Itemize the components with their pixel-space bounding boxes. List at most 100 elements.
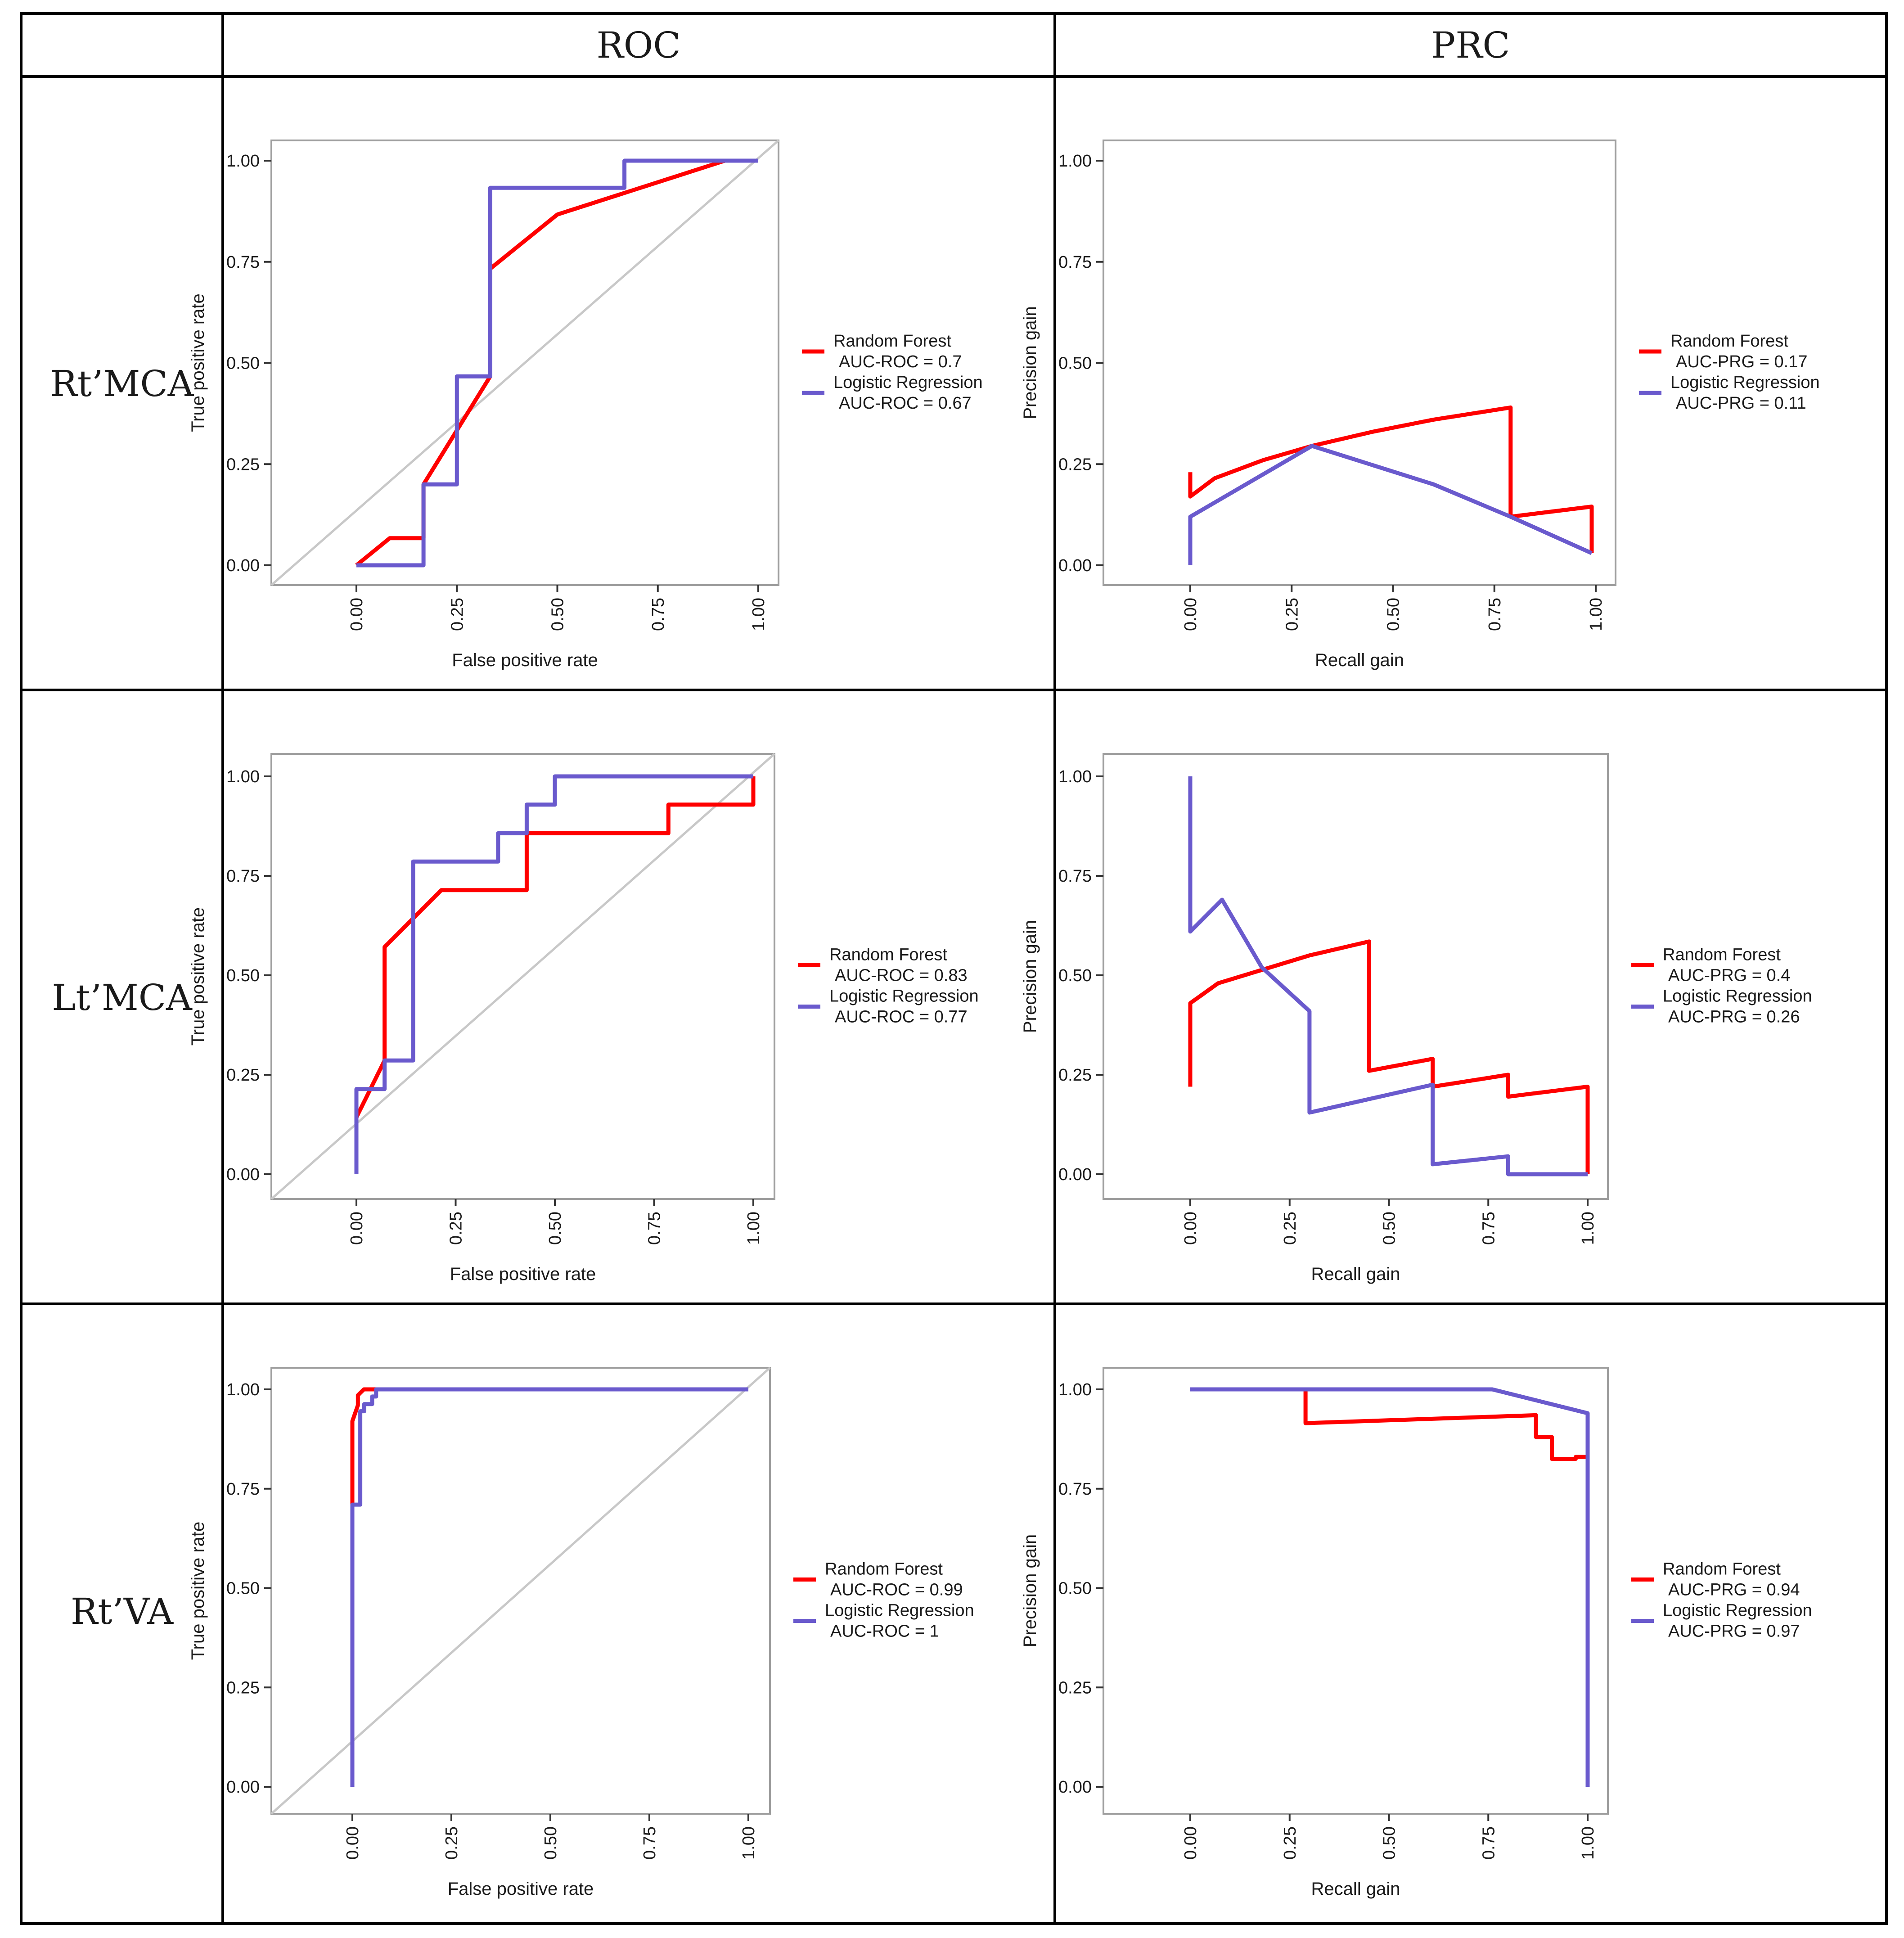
- y-tick-label: 0.00: [1058, 556, 1092, 575]
- x-axis-title: Recall gain: [1311, 1264, 1400, 1284]
- series-line-random-forest: [1188, 939, 1590, 1174]
- legend-auc-logistic-regression: AUC-ROC = 1: [830, 1622, 939, 1641]
- x-axis-title: Recall gain: [1315, 650, 1404, 670]
- y-axis-title: True positive rate: [188, 1522, 208, 1660]
- x-tick-label: 0.75: [1485, 598, 1504, 631]
- y-tick-label: 0.75: [226, 1480, 260, 1499]
- series-line-random-forest: [350, 1387, 748, 1506]
- x-tick-label: 0.00: [347, 1212, 366, 1245]
- y-tick-label: 0.00: [226, 1778, 260, 1797]
- y-tick-label: 0.50: [226, 1579, 260, 1598]
- x-tick-label: 0.25: [1281, 1826, 1300, 1860]
- x-tick-label: 0.75: [1479, 1212, 1498, 1245]
- y-tick-label: 1.00: [226, 767, 260, 786]
- y-axis-title: True positive rate: [188, 907, 208, 1046]
- x-tick-label: 1.00: [1587, 598, 1606, 631]
- header-roc: ROC: [596, 24, 680, 66]
- y-tick-label: 1.00: [226, 1380, 260, 1399]
- series-line-logistic-regression: [1190, 1387, 1590, 1787]
- legend-label-random-forest: Random Forest: [829, 946, 947, 964]
- y-axis-title: Precision gain: [1020, 920, 1040, 1033]
- row-label-rt-mca: Rt’MCA: [50, 363, 194, 405]
- y-tick-label: 0.00: [226, 1165, 260, 1184]
- legend-label-random-forest: Random Forest: [1663, 946, 1781, 964]
- x-tick-label: 0.00: [347, 598, 366, 631]
- legend-label-logistic-regression: Logistic Regression: [833, 373, 983, 392]
- y-tick-label: 0.25: [1058, 1678, 1092, 1697]
- y-tick-label: 0.25: [226, 455, 260, 474]
- legend-auc-logistic-regression: AUC-PRG = 0.11: [1676, 394, 1806, 413]
- legend-label-logistic-regression: Logistic Regression: [829, 987, 979, 1006]
- x-tick-label: 0.50: [541, 1826, 560, 1860]
- y-axis-title: Precision gain: [1020, 1534, 1040, 1647]
- y-tick-label: 0.75: [226, 867, 260, 886]
- x-tick-label: 1.00: [744, 1212, 763, 1245]
- series-line-logistic-regression: [354, 774, 753, 1174]
- legend-label-random-forest: Random Forest: [1670, 332, 1788, 351]
- y-tick-label: 0.50: [226, 354, 260, 373]
- table-outline: [20, 12, 1888, 1925]
- x-tick-label: 0.00: [1181, 1826, 1200, 1860]
- legend-label-logistic-regression: Logistic Regression: [825, 1601, 974, 1620]
- legend-auc-random-forest: AUC-ROC = 0.99: [830, 1581, 963, 1600]
- x-tick-label: 1.00: [1579, 1826, 1598, 1860]
- series-line-logistic-regression: [1188, 444, 1593, 565]
- x-tick-label: 1.00: [749, 598, 768, 631]
- legend-auc-logistic-regression: AUC-PRG = 0.97: [1668, 1622, 1800, 1641]
- legend-label-random-forest: Random Forest: [825, 1560, 943, 1579]
- y-tick-label: 0.00: [226, 556, 260, 575]
- legend-auc-random-forest: AUC-ROC = 0.7: [839, 352, 962, 371]
- chart-roc-rt-mca: 0.00 0.25 0.50 0.75 1.00 0.00 0.25 0.50 0.75 1.00…: [188, 140, 983, 670]
- diagonal-reference-line: [270, 140, 779, 586]
- y-axis-title: Precision gain: [1020, 306, 1040, 419]
- plot-frame: [1103, 753, 1609, 1200]
- y-tick-label: 0.00: [1058, 1778, 1092, 1797]
- x-tick-label: 0.00: [1181, 598, 1200, 631]
- series-line-logistic-regression: [1188, 776, 1588, 1176]
- y-tick-label: 0.50: [1058, 966, 1092, 985]
- legend-label-logistic-regression: Logistic Regression: [1670, 373, 1820, 392]
- legend-auc-logistic-regression: AUC-ROC = 0.67: [839, 394, 972, 413]
- x-tick-label: 0.75: [1479, 1826, 1498, 1860]
- chart-roc-lt-mca: 0.00 0.25 0.50 0.75 1.00 0.00 0.25 0.50 0.75 1.00…: [188, 753, 979, 1284]
- legend-label-random-forest: Random Forest: [1663, 1560, 1781, 1579]
- series-line-logistic-regression: [356, 158, 758, 568]
- plot-frame: [1103, 140, 1616, 586]
- y-tick-label: 0.25: [1058, 1066, 1092, 1085]
- header-prc: PRC: [1431, 24, 1510, 66]
- x-tick-label: 0.00: [343, 1826, 362, 1860]
- x-tick-label: 0.25: [1283, 598, 1301, 631]
- legend-auc-random-forest: AUC-PRG = 0.94: [1668, 1581, 1800, 1600]
- legend-auc-logistic-regression: AUC-PRG = 0.26: [1668, 1008, 1800, 1027]
- chart-prc-rt-mca: 0.00 0.25 0.50 0.75 1.00 0.00 0.25 0.50 0.75 1.00…: [1020, 140, 1820, 670]
- x-tick-label: 0.00: [1181, 1212, 1200, 1245]
- y-tick-label: 0.50: [1058, 354, 1092, 373]
- y-tick-label: 1.00: [1058, 767, 1092, 786]
- y-axis-title: True positive rate: [188, 293, 208, 432]
- x-tick-label: 0.50: [1380, 1212, 1399, 1245]
- series-line-random-forest: [354, 776, 756, 1118]
- y-tick-label: 0.00: [1058, 1165, 1092, 1184]
- legend-label-logistic-regression: Logistic Regression: [1663, 1601, 1812, 1620]
- y-tick-label: 0.75: [1058, 867, 1092, 886]
- y-tick-label: 1.00: [1058, 152, 1092, 171]
- y-tick-label: 0.25: [226, 1678, 260, 1697]
- y-tick-label: 0.75: [1058, 253, 1092, 272]
- x-tick-label: 0.25: [448, 598, 467, 631]
- y-tick-label: 0.25: [1058, 455, 1092, 474]
- x-tick-label: 0.25: [447, 1212, 466, 1245]
- x-tick-label: 0.75: [640, 1826, 659, 1860]
- plot-frame: [1103, 1367, 1609, 1815]
- row-label-rt-va: Rt’VA: [71, 1591, 174, 1632]
- series-line-logistic-regression: [350, 1387, 748, 1787]
- series-line-random-forest: [1188, 405, 1594, 553]
- x-tick-label: 0.25: [442, 1826, 461, 1860]
- diagonal-reference-line: [270, 1367, 771, 1815]
- x-axis-title: Recall gain: [1311, 1879, 1400, 1899]
- x-tick-label: 1.00: [1579, 1212, 1598, 1245]
- row-label-lt-mca: Lt’MCA: [52, 977, 193, 1019]
- x-axis-title: False positive rate: [448, 1879, 594, 1899]
- x-tick-label: 0.75: [645, 1212, 664, 1245]
- x-tick-label: 1.00: [739, 1826, 758, 1860]
- series-line-random-forest: [1190, 1387, 1588, 1461]
